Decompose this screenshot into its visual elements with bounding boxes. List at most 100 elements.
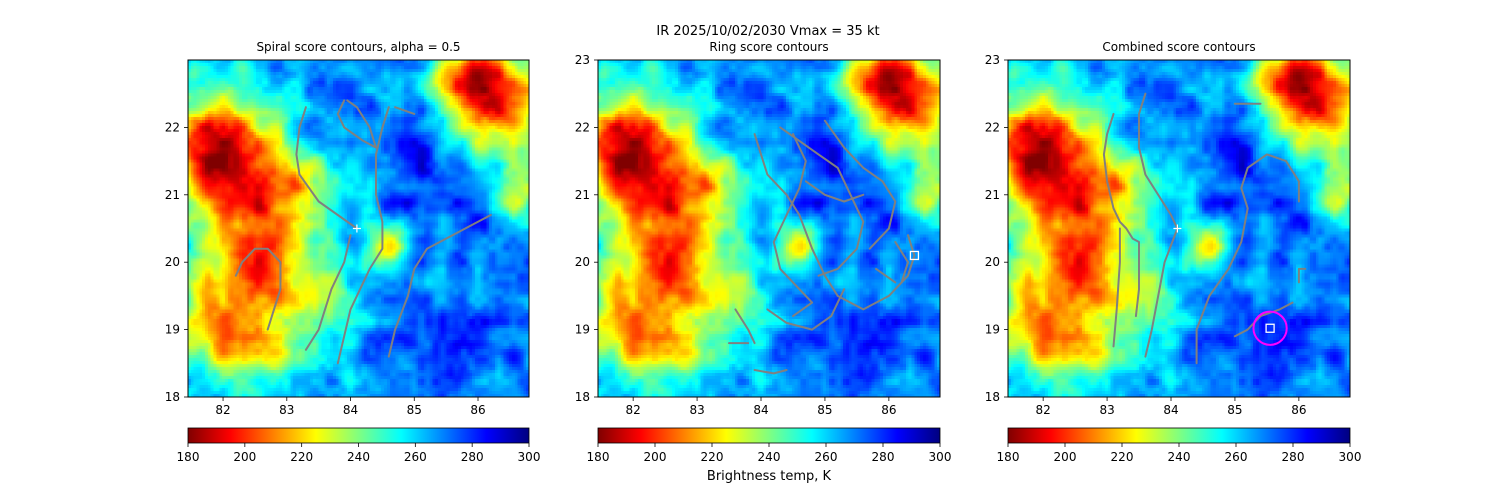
colorbar-tick-label: 220 [1111,450,1134,464]
y-tick-label: 22 [165,120,180,134]
y-tick-label: 22 [575,120,590,134]
score-contour [779,126,865,277]
colorbar-tick-label: 180 [587,450,610,464]
panel-title: Combined score contours [1102,40,1255,54]
figure-suptitle: IR 2025/10/02/2030 Vmax = 35 kt [656,24,879,39]
y-tick-label: 21 [575,188,590,202]
score-contour [1138,92,1179,230]
y-tick-label: 23 [985,53,1000,67]
center-plus-marker [352,224,361,233]
x-tick-label: 84 [1163,403,1178,417]
score-contour [804,180,865,203]
panel-3: Combined score contours 82 83 84 85 86 18 19 20 2… [985,40,1351,417]
score-contour [336,106,390,365]
colorbar-tick-label: 240 [758,450,781,464]
score-contour [753,133,916,311]
panel-title: Ring score contours [709,40,828,54]
score-contour [1195,153,1300,365]
x-tick-label: 82 [626,403,641,417]
panel-1: Spiral score contours, alpha = 0.5 82 83 84… [165,40,530,417]
colorbar-tick-label: 240 [1168,450,1191,464]
colorbar-tick-label: 260 [404,450,427,464]
x-tick-label: 86 [1291,403,1306,417]
colorbar-tick-label: 300 [1339,450,1362,464]
score-contour [387,214,492,358]
score-contour [1112,227,1121,348]
colorbar-tick-label: 300 [518,450,541,464]
colorbar-tick-label: 280 [872,450,895,464]
colorbar-tick-label: 200 [1054,450,1077,464]
panel-2: Ring score contours 82 83 84 85 86 18 19 20 21 22 2… [575,40,941,417]
score-contour [1233,301,1294,338]
score-contour [1144,227,1179,358]
brightness-heatmap [598,60,940,397]
y-tick-label: 19 [985,323,1000,337]
y-tick-label: 20 [985,255,1000,269]
score-contour [772,133,814,318]
colorbar-3: 180 200 220 240 260 280 300 [997,427,1362,464]
score-contour [304,234,352,351]
y-tick-label: 18 [575,390,590,404]
y-tick-label: 23 [575,53,590,67]
score-contour [875,267,897,284]
axes-frame [597,59,941,398]
score-contour [753,369,788,375]
colorbar-tick-label: 180 [177,450,200,464]
y-tick-label: 19 [575,323,590,337]
score-contour [295,106,358,230]
best-fix-square-marker [1265,323,1275,333]
x-tick-label: 84 [343,403,358,417]
colorbar-tick-label: 200 [233,450,256,464]
axes-frame [187,59,530,398]
colorbar-tick-label: 240 [347,450,370,464]
colorbar-tick-label: 260 [1225,450,1248,464]
x-tick-label: 86 [470,403,485,417]
score-contour [894,241,909,284]
x-tick-label: 83 [279,403,294,417]
center-plus-marker [1173,224,1182,233]
x-tick-label: 85 [1227,403,1242,417]
y-tick-label: 20 [165,255,180,269]
x-tick-label: 85 [817,403,832,417]
score-contour [336,99,377,149]
colorbar-gradient [187,427,530,444]
axes-frame [1007,59,1351,398]
y-tick-label: 21 [165,188,180,202]
colorbar-tick-label: 280 [1282,450,1305,464]
y-tick-label: 20 [575,255,590,269]
colorbar-gradient [597,427,941,444]
colorbar-gradient [1007,427,1351,444]
y-tick-label: 22 [985,120,1000,134]
score-contour [1297,267,1307,284]
x-tick-label: 85 [407,403,422,417]
colorbar-label: Brightness temp, K [707,469,832,484]
colorbar-tick-label: 220 [701,450,724,464]
colorbar-tick-label: 280 [461,450,484,464]
score-contour [394,106,416,115]
x-tick-label: 82 [215,403,230,417]
colorbar-tick-label: 220 [290,450,313,464]
x-tick-label: 82 [1036,403,1051,417]
y-tick-label: 19 [165,323,180,337]
score-contour [1102,112,1140,318]
colorbar-tick-label: 300 [929,450,952,464]
best-fix-square-marker [909,250,920,261]
colorbar-1: 180 200 220 240 260 280 300 [177,427,541,464]
y-tick-label: 21 [985,188,1000,202]
x-tick-label: 84 [753,403,768,417]
score-contour [766,288,846,331]
x-tick-label: 86 [881,403,896,417]
colorbar-tick-label: 260 [815,450,838,464]
score-contour [234,247,282,331]
x-tick-label: 83 [1099,403,1114,417]
colorbar-tick-label: 180 [997,450,1020,464]
x-tick-label: 83 [689,403,704,417]
score-contour [823,119,897,250]
fix-circle [1252,310,1288,346]
y-tick-label: 18 [165,390,180,404]
colorbar-tick-label: 200 [644,450,667,464]
score-contour [734,308,756,345]
colorbar-2: 180 200 220 240 260 280 300 Brightness temp, K [587,427,952,484]
panel-title: Spiral score contours, alpha = 0.5 [256,40,460,54]
